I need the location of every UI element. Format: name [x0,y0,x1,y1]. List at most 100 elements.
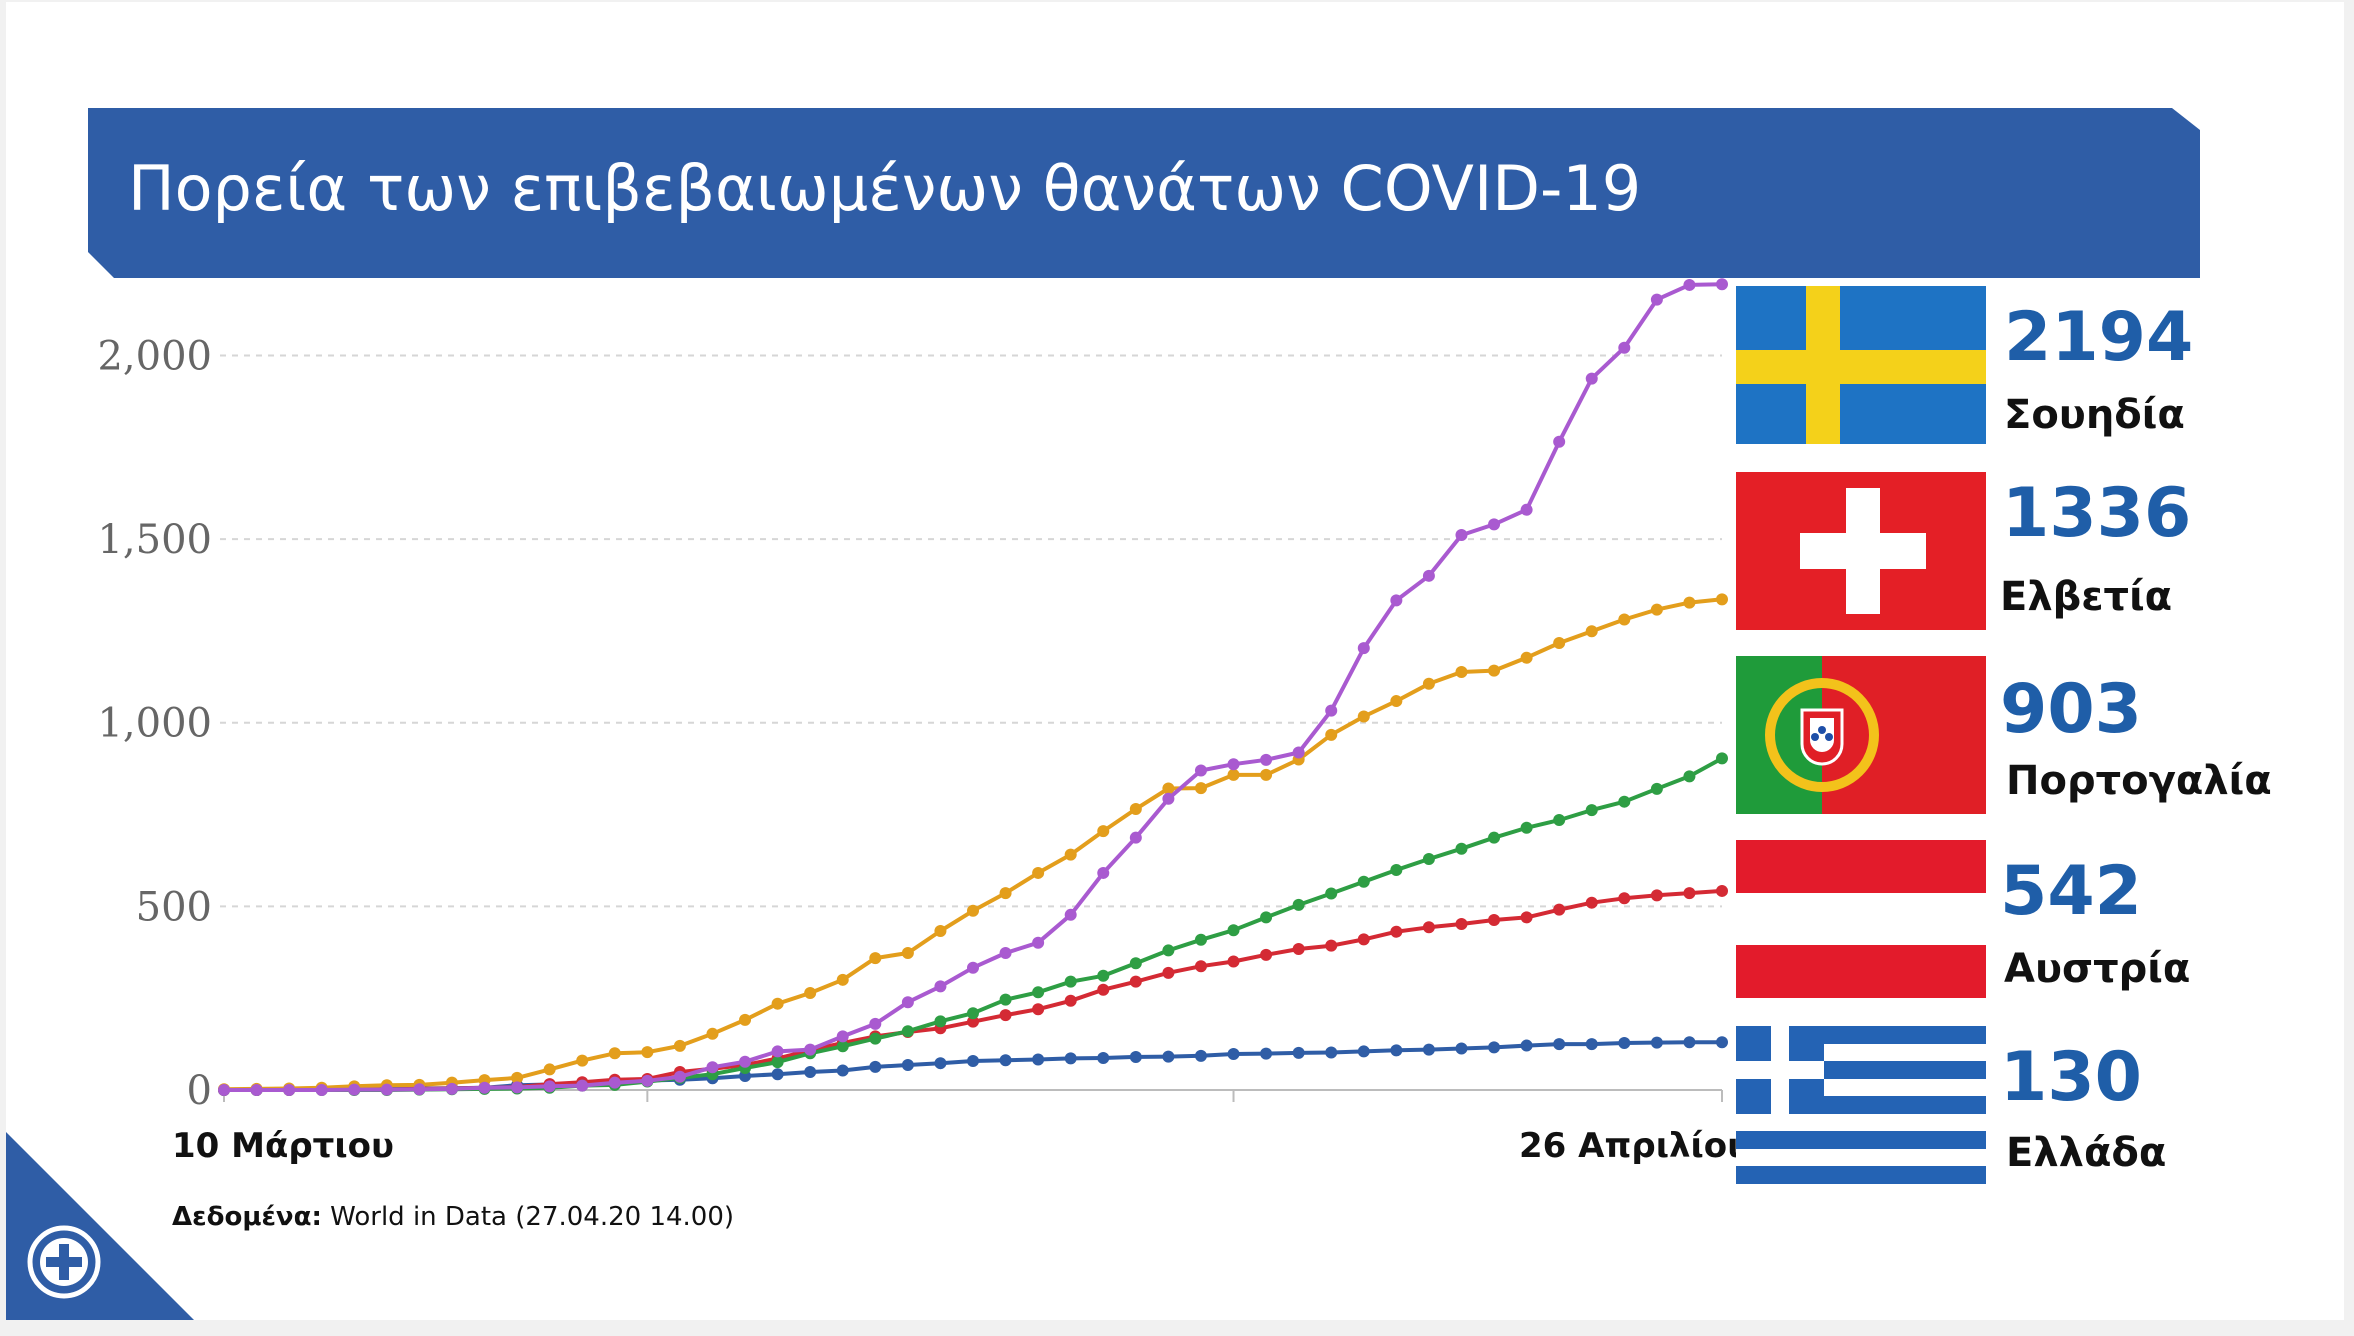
data-point [999,887,1012,900]
data-point [836,1064,849,1077]
data-point [1650,293,1663,306]
data-point [1618,1036,1631,1049]
country-value: 542 [2000,852,2142,931]
data-point [1683,596,1696,609]
line-chart: 0 500 1,000 1,500 2,000 [97,278,1728,1114]
data-point [1716,884,1728,897]
switzerland-flag [1736,472,1986,630]
data-point [1520,911,1533,924]
data-point [1129,975,1142,988]
data-point [641,1074,654,1087]
data-point [1097,969,1110,982]
data-point [543,1063,556,1076]
data-point [1455,529,1468,542]
data-point [1683,887,1696,900]
country-name: Σουηδία [2004,392,2185,438]
data-point [1553,637,1566,650]
data-point [1683,770,1696,783]
data-point [1162,782,1175,795]
data-point [1260,911,1273,924]
data-point [1260,948,1273,961]
data-point [1227,1048,1240,1061]
data-point [1520,821,1533,834]
data-point [673,1039,686,1052]
country-name: Πορτογαλία [2006,758,2272,804]
y-axis-labels: 0 500 1,000 1,500 2,000 [97,333,212,1114]
data-point [869,1060,882,1073]
data-point [1194,1049,1207,1062]
data-point [1650,1036,1663,1049]
data-point [1422,921,1435,934]
data-point [869,1017,882,1030]
data-point [1716,1036,1728,1049]
data-point [804,987,817,1000]
data-point [1097,825,1110,838]
austria-flag [1736,840,1986,998]
data-point [999,993,1012,1006]
data-point [1064,908,1077,921]
data-point [1357,933,1370,946]
data-point [771,997,784,1010]
data-point [1488,1041,1501,1054]
data-point [1064,994,1077,1007]
greece-flag [1736,1026,1986,1184]
x-axis-start-label: 10 Μάρτιου [172,1126,394,1166]
data-point [869,952,882,965]
data-point [1162,966,1175,979]
data-point [1260,768,1273,781]
data-point [1325,1046,1338,1059]
data-point [1683,1036,1696,1049]
data-point [1325,728,1338,741]
data-point [380,1083,393,1096]
data-point [1292,746,1305,759]
data-point [999,1054,1012,1067]
data-point [1292,898,1305,911]
data-point [1650,603,1663,616]
title-banner: Πορεία των επιβεβαιωμένων θανάτων COVID-… [88,108,2200,278]
data-point [1260,753,1273,766]
data-point [1390,1044,1403,1057]
data-point [348,1083,361,1096]
data-point [706,1061,719,1074]
data-point [1488,913,1501,926]
country-value: 903 [2000,670,2142,749]
data-point [1390,594,1403,607]
data-point [1032,1003,1045,1016]
data-point [1292,1046,1305,1059]
data-point [1390,925,1403,938]
data-point [576,1054,589,1067]
data-point [1716,278,1728,291]
data-point [1520,503,1533,516]
slide: Πορεία των επιβεβαιωμένων θανάτων COVID-… [6,2,2344,1320]
data-point [804,1066,817,1079]
data-point [739,1013,752,1026]
y-tick-label: 1,000 [97,701,212,747]
y-tick-label: 500 [136,884,212,930]
y-tick-label: 1,500 [97,517,212,563]
data-point [1227,768,1240,781]
data-point [1097,1052,1110,1065]
country-name: Ελβετία [2000,574,2173,620]
data-point [1064,1052,1077,1065]
data-point [1553,435,1566,448]
data-point [836,1040,849,1053]
data-point [1683,278,1696,291]
data-point [1455,842,1468,855]
data-point [1618,613,1631,626]
data-point [1716,752,1728,765]
data-point [1585,625,1598,638]
data-point [1194,960,1207,973]
data-point [1032,986,1045,999]
data-point [1585,1038,1598,1051]
series-1 [218,593,1728,1096]
data-point [934,1015,947,1028]
data-point [1488,518,1501,531]
data-point [967,1015,979,1028]
data-point [1064,848,1077,861]
data-point [218,1084,230,1096]
data-point [1032,866,1045,879]
data-point [999,947,1012,960]
data-point [1227,924,1240,937]
data-point [1520,651,1533,664]
data-point [967,1054,979,1067]
